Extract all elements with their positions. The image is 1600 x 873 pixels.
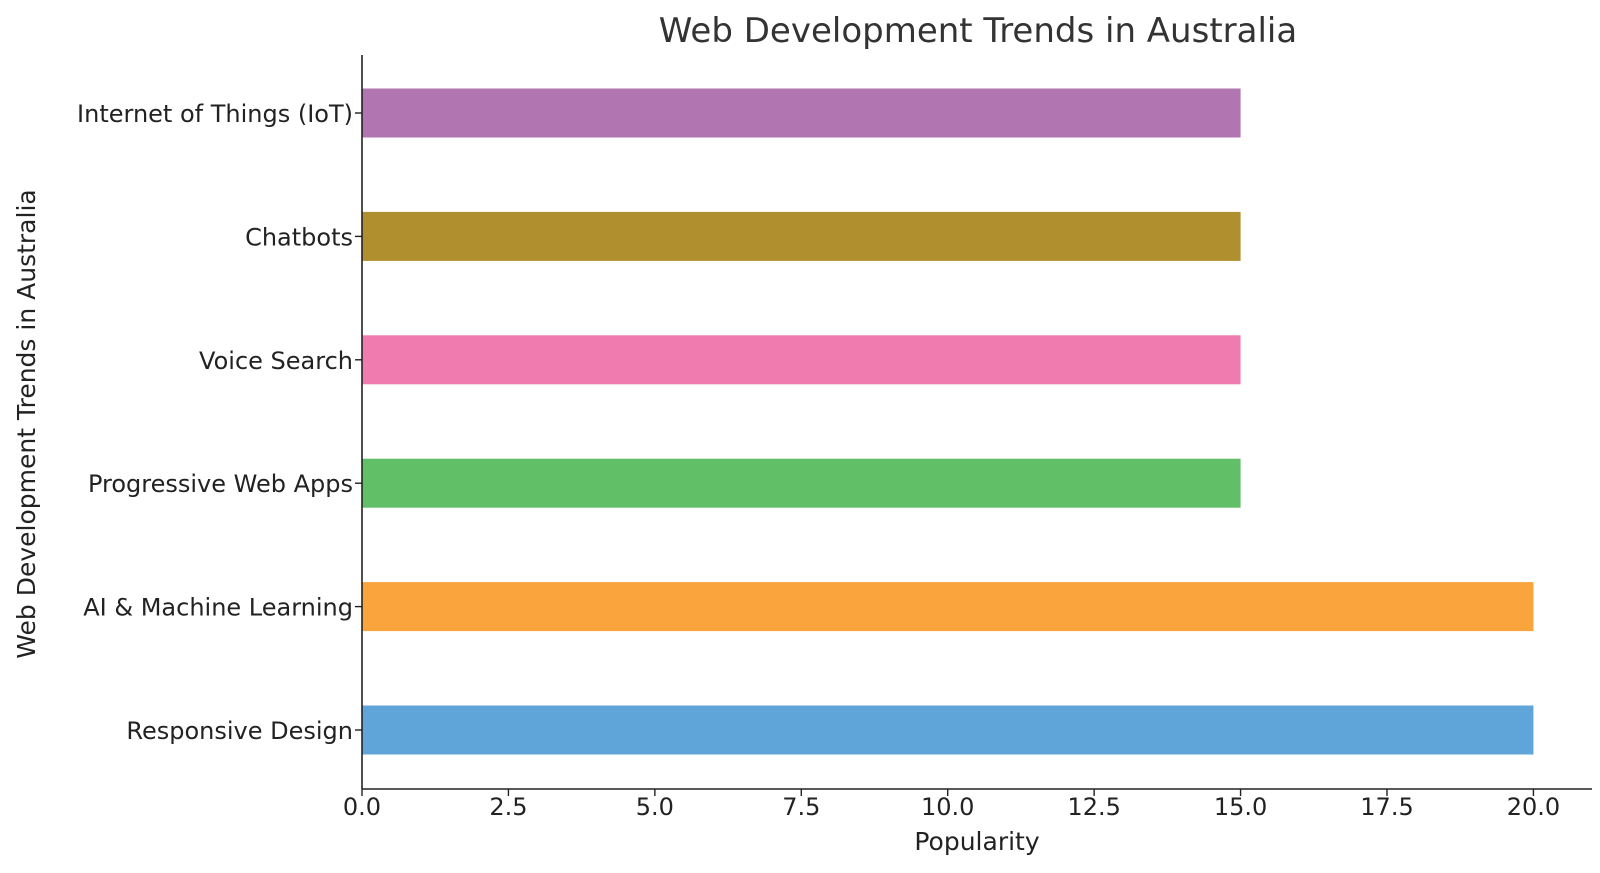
y-tick-labels: Responsive Design AI & Machine Learning Pr… xyxy=(77,100,362,745)
x-tick-label: 17.5 xyxy=(1360,793,1413,821)
bar-voice-search xyxy=(362,335,1241,385)
x-tick-label: 7.5 xyxy=(782,793,820,821)
x-tick-label: 0.0 xyxy=(343,793,381,821)
y-tick-label: Voice Search xyxy=(199,347,353,375)
x-tick-label: 20.0 xyxy=(1507,793,1560,821)
x-tick-labels: 0.0 2.5 5.0 7.5 10.0 12.5 15.0 17.5 20.0 xyxy=(343,789,1560,821)
x-tick-label: 5.0 xyxy=(636,793,674,821)
y-tick-label: AI & Machine Learning xyxy=(83,594,353,622)
y-tick-label: Chatbots xyxy=(245,223,353,251)
x-tick-label: 15.0 xyxy=(1214,793,1267,821)
y-tick-label: Internet of Things (IoT) xyxy=(77,100,353,128)
bars-layer xyxy=(362,88,1534,755)
y-tick-label: Responsive Design xyxy=(126,717,353,745)
y-axis-label: Web Development Trends in Australia xyxy=(12,189,41,658)
bar-internet-of-things-iot xyxy=(362,88,1241,138)
bar-progressive-web-apps xyxy=(362,458,1241,508)
bar-responsive-design xyxy=(362,705,1534,755)
x-tick-label: 10.0 xyxy=(921,793,974,821)
x-tick-label: 12.5 xyxy=(1067,793,1120,821)
x-axis-label: Popularity xyxy=(914,827,1039,856)
x-tick-label: 2.5 xyxy=(489,793,527,821)
bar-chatbots xyxy=(362,211,1241,261)
bar-ai-machine-learning xyxy=(362,582,1534,632)
chart-title: Web Development Trends in Australia xyxy=(659,11,1297,51)
y-tick-label: Progressive Web Apps xyxy=(88,470,353,498)
